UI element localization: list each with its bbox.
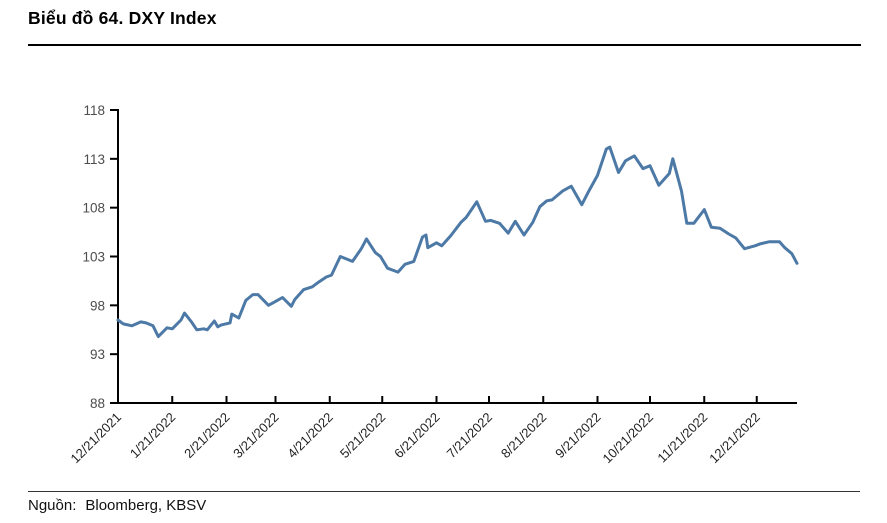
y-axis: 88 93 98 103 108 113 118 xyxy=(82,103,118,411)
x-tick-label: 8/21/2022 xyxy=(498,410,550,462)
x-tick-label: 3/21/2022 xyxy=(230,410,282,462)
x-tick-label: 5/21/2022 xyxy=(337,410,389,462)
y-tick-label: 113 xyxy=(83,152,105,167)
source-label: Nguồn: xyxy=(28,497,77,514)
y-tick-label: 93 xyxy=(90,347,105,362)
x-tick-label: 1/21/2022 xyxy=(127,410,179,462)
x-tick-label: 11/21/2022 xyxy=(654,410,710,466)
y-tick-label: 118 xyxy=(83,103,105,118)
y-tick-label: 103 xyxy=(82,250,105,265)
x-tick-label: 12/21/2021 xyxy=(67,410,124,467)
x-tick-label: 2/21/2022 xyxy=(181,410,233,462)
x-tick-label: 6/21/2022 xyxy=(391,410,443,462)
x-tick-label: 9/21/2022 xyxy=(552,410,604,462)
y-tick-label: 88 xyxy=(90,396,105,411)
axes xyxy=(117,109,797,404)
x-tick-label: 7/21/2022 xyxy=(444,410,496,462)
y-tick-label: 108 xyxy=(82,201,105,216)
x-tick-label: 12/21/2022 xyxy=(706,410,763,467)
title-divider xyxy=(28,44,861,46)
chart-title: Biểu đồ 64. DXY Index xyxy=(28,8,217,28)
footer-divider xyxy=(28,491,860,492)
y-tick-label: 98 xyxy=(90,298,105,313)
x-tick-label: 4/21/2022 xyxy=(284,410,336,462)
source-line: Nguồn: Bloomberg, KBSV xyxy=(28,497,206,514)
source-text: Bloomberg, KBSV xyxy=(85,497,207,514)
x-tick-label: 10/21/2022 xyxy=(599,410,656,467)
dxy-series-line xyxy=(116,145,799,339)
